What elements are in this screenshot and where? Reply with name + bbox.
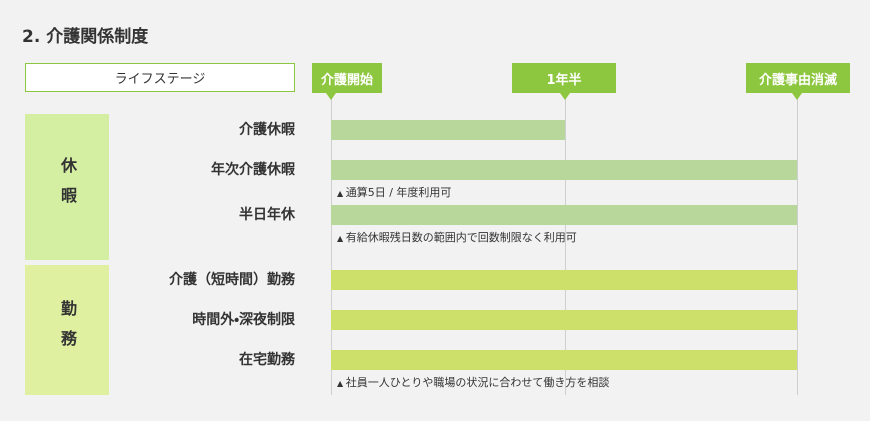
milestone-line <box>331 95 332 395</box>
life-stage-box: ライフステージ <box>25 63 295 92</box>
period-bar <box>331 310 797 330</box>
group-box: 勤務 <box>25 265 109 395</box>
period-bar <box>331 270 797 290</box>
milestone-line <box>797 95 798 395</box>
row-label: 介護（短時間）勤務 <box>169 272 295 288</box>
row-note: 社員一人ひとりや職場の状況に合わせて働き方を相談 <box>337 374 610 390</box>
row-label: 時間外・深夜制限 <box>192 312 295 328</box>
period-bar <box>331 350 797 370</box>
group-label: 勤務 <box>58 300 77 360</box>
row-label: 半日年休 <box>239 207 295 223</box>
milestone-flag: 1年半 <box>512 63 616 100</box>
period-bar <box>331 120 565 140</box>
title: 2. 介護関係制度 <box>22 27 149 47</box>
period-bar <box>331 205 797 225</box>
row-note: 通算5日 / 年度利用可 <box>337 184 452 200</box>
row-label: 介護休暇 <box>239 122 295 138</box>
row-label: 年次介護休暇 <box>211 162 295 178</box>
period-bar <box>331 160 797 180</box>
group-box: 休暇 <box>25 114 109 260</box>
milestone-flag: 介護事由消滅 <box>746 63 850 100</box>
row-note: 有給休暇残日数の範囲内で回数制限なく利用可 <box>337 229 577 245</box>
group-label: 休暇 <box>58 157 77 217</box>
milestone-flag: 介護開始 <box>312 63 382 100</box>
row-label: 在宅勤務 <box>239 352 295 368</box>
milestone-line <box>565 95 566 395</box>
